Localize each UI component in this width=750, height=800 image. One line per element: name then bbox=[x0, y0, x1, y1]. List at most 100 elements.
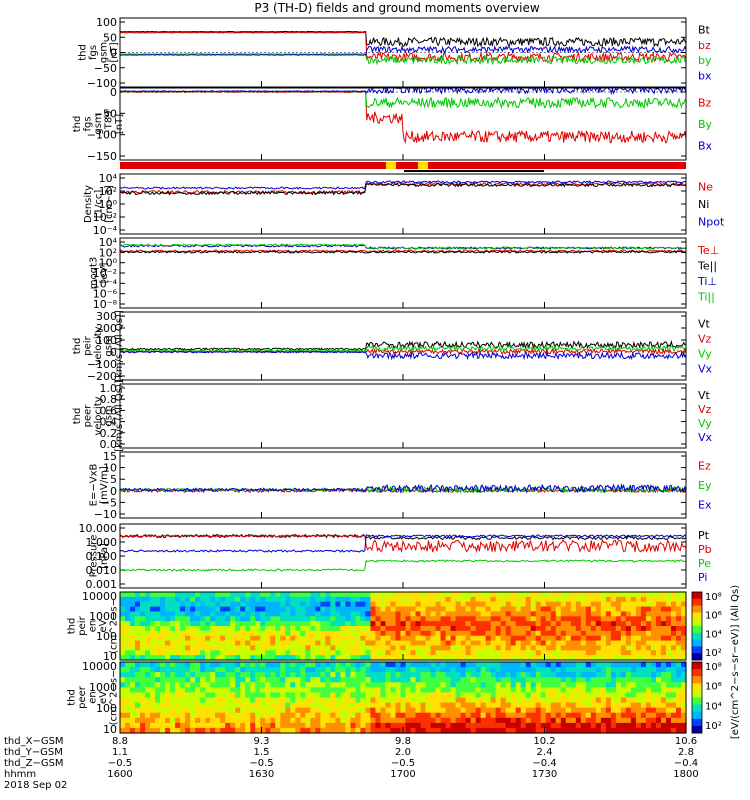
heatmap-cell bbox=[665, 606, 672, 613]
heatmap-cell bbox=[175, 687, 181, 694]
heatmap-cell bbox=[680, 626, 687, 632]
heatmap-cell bbox=[355, 712, 362, 719]
heatmap-cell bbox=[615, 596, 622, 603]
heatmap-cell bbox=[620, 645, 627, 651]
heatmap-cell bbox=[535, 682, 542, 688]
heatmap-cell bbox=[545, 650, 552, 656]
heatmap-cell bbox=[340, 640, 346, 647]
heatmap-cell bbox=[210, 596, 216, 603]
heatmap-cell bbox=[210, 626, 216, 632]
heatmap-cell bbox=[225, 635, 231, 642]
heatmap-cell bbox=[255, 630, 261, 637]
heatmap-cell bbox=[645, 677, 652, 683]
heatmap-cell bbox=[655, 626, 662, 632]
heatmap-cell bbox=[390, 692, 397, 699]
heatmap-cell bbox=[645, 682, 652, 688]
heatmap-cell bbox=[575, 640, 582, 647]
heatmap-cell bbox=[490, 596, 497, 603]
heatmap-cell bbox=[515, 592, 522, 598]
heatmap-cell bbox=[535, 640, 542, 647]
heatmap-cell bbox=[590, 692, 597, 699]
heatmap-cell bbox=[600, 707, 607, 714]
heatmap-cell bbox=[245, 621, 251, 627]
heatmap-cell bbox=[590, 682, 597, 688]
heatmap-cell bbox=[455, 667, 462, 673]
heatmap-cell bbox=[200, 662, 206, 668]
heatmap-cell bbox=[340, 635, 346, 642]
heatmap-cell bbox=[300, 596, 306, 603]
heatmap-cell bbox=[495, 621, 502, 627]
heatmap-cell bbox=[365, 645, 372, 651]
heatmap-cell bbox=[125, 606, 131, 613]
heatmap-cell bbox=[405, 616, 412, 622]
heatmap-cell bbox=[395, 677, 402, 683]
heatmap-cell bbox=[520, 626, 527, 632]
heatmap-cell bbox=[215, 677, 221, 683]
heatmap-cell bbox=[600, 640, 607, 647]
heatmap-cell bbox=[595, 650, 602, 656]
heatmap-cell bbox=[175, 677, 181, 683]
heatmap-cell bbox=[580, 702, 587, 709]
heatmap-cell bbox=[305, 630, 311, 637]
heatmap-cell bbox=[605, 667, 612, 673]
heatmap-cell bbox=[220, 611, 226, 617]
heatmap-cell bbox=[315, 672, 321, 678]
ytick-label: 0.4 bbox=[100, 416, 118, 429]
heatmap-cell bbox=[290, 687, 296, 694]
heatmap-cell bbox=[280, 707, 286, 714]
heatmap-cell bbox=[500, 621, 507, 627]
heatmap-cell bbox=[275, 630, 281, 637]
heatmap-cell bbox=[280, 687, 286, 694]
heatmap-cell bbox=[165, 645, 171, 651]
heatmap-cell bbox=[210, 606, 216, 613]
heatmap-cell bbox=[240, 682, 246, 688]
heatmap-cell bbox=[460, 707, 467, 714]
heatmap-cell bbox=[235, 592, 241, 598]
heatmap-cell bbox=[190, 606, 196, 613]
heatmap-cell bbox=[575, 650, 582, 656]
heatmap-cell bbox=[525, 655, 532, 661]
heatmap-cell bbox=[330, 606, 336, 613]
heatmap-cell bbox=[680, 650, 687, 656]
heatmap-cell bbox=[345, 682, 352, 688]
heatmap-cell bbox=[165, 626, 171, 632]
heatmap-cell bbox=[580, 592, 587, 598]
heatmap-cell bbox=[625, 707, 632, 714]
colorbar-tick: 10⁴ bbox=[705, 701, 722, 712]
heatmap-cell bbox=[395, 672, 402, 678]
heatmap-cell bbox=[380, 727, 387, 734]
heatmap-cell bbox=[185, 722, 191, 729]
heatmap-cell bbox=[565, 727, 572, 734]
heatmap-cell bbox=[345, 712, 352, 719]
heatmap-cell bbox=[535, 616, 542, 622]
heatmap-cell bbox=[570, 616, 577, 622]
heatmap-cell bbox=[140, 601, 146, 608]
heatmap-cell bbox=[250, 592, 256, 598]
heatmap-cell bbox=[400, 616, 407, 622]
heatmap-cell bbox=[580, 635, 587, 642]
heatmap-cell bbox=[665, 611, 672, 617]
heatmap-cell bbox=[280, 630, 286, 637]
heatmap-cell bbox=[665, 722, 672, 729]
heatmap-cell bbox=[420, 712, 427, 719]
heatmap-cell bbox=[570, 606, 577, 613]
heatmap-cell bbox=[550, 626, 557, 632]
heatmap-cell bbox=[230, 640, 236, 647]
heatmap-cell bbox=[565, 717, 572, 724]
heatmap-cell bbox=[150, 682, 156, 688]
heatmap-cell bbox=[225, 672, 231, 678]
heatmap-cell bbox=[345, 596, 352, 603]
heatmap-cell bbox=[635, 596, 642, 603]
heatmap-cell bbox=[390, 727, 397, 734]
heatmap-cell bbox=[265, 630, 271, 637]
heatmap-cell bbox=[290, 712, 296, 719]
heatmap-cell bbox=[425, 697, 432, 704]
heatmap-cell bbox=[300, 611, 306, 617]
heatmap-cell bbox=[320, 601, 326, 608]
heatmap-cell bbox=[395, 650, 402, 656]
heatmap-cell bbox=[535, 635, 542, 642]
heatmap-cell bbox=[625, 727, 632, 734]
heatmap-cell bbox=[375, 601, 382, 608]
heatmap-cell bbox=[375, 630, 382, 637]
heatmap-cell bbox=[355, 702, 362, 709]
